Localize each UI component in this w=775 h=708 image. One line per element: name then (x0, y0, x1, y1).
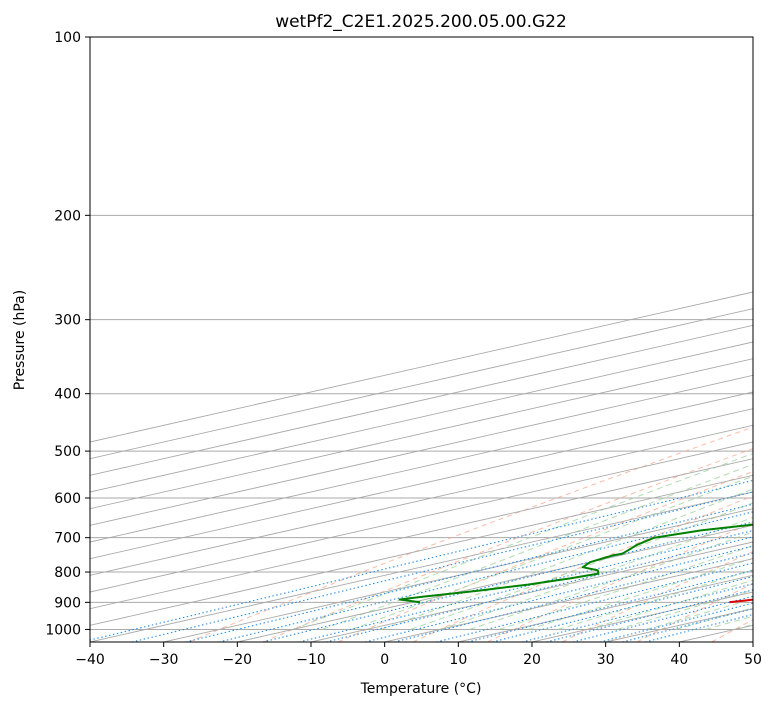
mixing-ratio-line (185, 503, 753, 642)
moist-adiabat (498, 545, 753, 630)
dry-adiabat (188, 426, 753, 642)
y-tick-label: 500 (54, 444, 81, 460)
y-tick-label: 800 (54, 565, 81, 581)
moist-adiabats (292, 452, 753, 630)
isotherm-line (90, 491, 753, 642)
x-tick-label: −20 (223, 652, 253, 668)
moist-adiabat (469, 531, 753, 630)
dry-adiabat (487, 521, 753, 642)
isotherm-line (90, 458, 753, 610)
isotherm-line (90, 441, 753, 593)
dry-adiabats (188, 426, 753, 642)
x-tick-label: 20 (523, 652, 541, 668)
x-tick-label: 10 (449, 652, 467, 668)
x-tick-label: 0 (380, 652, 389, 668)
mixing-ratio-line (299, 529, 753, 642)
y-tick-label: 700 (54, 531, 81, 547)
skewed-isotherms (90, 291, 753, 642)
mixing-ratio-line (599, 602, 753, 642)
mixing-ratio-line (365, 545, 753, 642)
isotherm-line (90, 474, 753, 626)
y-tick-label: 1000 (45, 622, 81, 638)
isotherm-line (90, 324, 753, 476)
sounding-profiles (398, 523, 753, 604)
isotherm-line (90, 408, 753, 560)
x-tick-label: −40 (75, 652, 105, 668)
moist-adiabat (410, 502, 753, 630)
mixing-ratio-line (325, 536, 753, 642)
x-axis-label: Temperature (°C) (360, 681, 482, 697)
x-tick-label: 50 (744, 652, 762, 668)
isotherm-line (90, 391, 753, 543)
plot-background (90, 37, 753, 642)
mixing-ratio-line (572, 595, 753, 642)
moist-adiabat (381, 488, 753, 630)
x-tick-label: 30 (597, 652, 615, 668)
dry-adiabat (263, 448, 753, 642)
y-tick-label: 900 (54, 595, 81, 611)
dewpoint-profile (398, 523, 753, 604)
y-axis-ticks: 100 200 300 400 500 600 700 800 900 1000 (45, 30, 90, 638)
y-tick-label: 200 (54, 208, 81, 224)
moist-adiabat (557, 569, 753, 630)
mixing-ratio-line (262, 521, 753, 642)
plot-frame (89, 36, 754, 643)
isotherm-line (163, 508, 753, 642)
moist-adiabat (292, 452, 753, 630)
isotherm-line (90, 424, 753, 576)
mixing-ratio-lines (90, 479, 753, 642)
y-tick-label: 600 (54, 491, 81, 507)
y-tick-label: 400 (54, 387, 81, 403)
x-tick-label: 40 (670, 652, 688, 668)
x-tick-label: −30 (149, 652, 179, 668)
pressure-gridlines (90, 37, 753, 630)
x-tick-label: −10 (296, 652, 326, 668)
y-axis-label: Pressure (hPa) (12, 290, 28, 390)
isotherm-line (90, 308, 753, 460)
x-axis-ticks: −40 −30 −20 −10 0 10 20 30 40 50 (75, 642, 762, 668)
y-tick-label: 300 (54, 313, 81, 329)
y-tick-label: 100 (54, 30, 81, 46)
isotherm-line (90, 291, 753, 443)
mixing-ratio-line (622, 608, 753, 642)
isotherm-line (237, 524, 753, 642)
chart-title: wetPf2_C2E1.2025.200.05.00.G22 (275, 12, 567, 32)
